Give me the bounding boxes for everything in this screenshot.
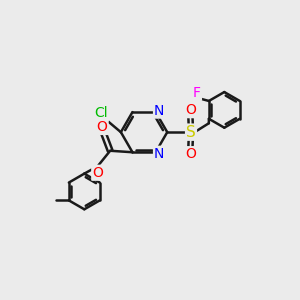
- Text: N: N: [154, 147, 164, 161]
- Text: N: N: [154, 103, 164, 118]
- Text: O: O: [185, 147, 196, 161]
- Text: O: O: [97, 120, 108, 134]
- Text: O: O: [185, 103, 196, 117]
- Text: O: O: [92, 166, 103, 180]
- Text: F: F: [193, 86, 201, 100]
- Text: Cl: Cl: [94, 106, 108, 120]
- Text: S: S: [186, 125, 196, 140]
